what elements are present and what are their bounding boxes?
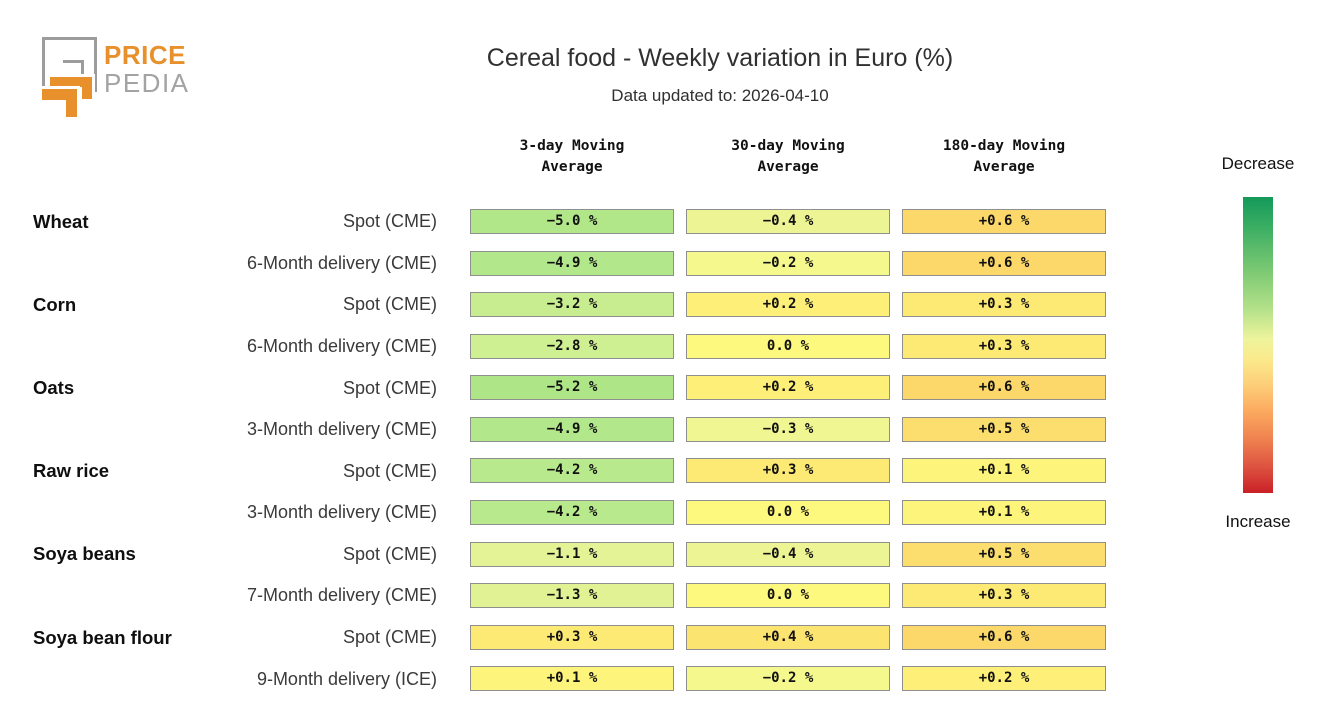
commodity-label: Soya bean flour: [33, 626, 172, 648]
column-header-180day: 180-day Moving Average: [942, 138, 1066, 175]
table-row: 9-Month delivery (ICE) +0.1 % −0.2 % +0.…: [0, 658, 1130, 700]
table-row: Raw rice Spot (CME) −4.2 % +0.3 % +0.1 %: [0, 450, 1130, 492]
heatmap-cell: +0.6 %: [902, 209, 1106, 234]
heatmap-cell: 0.0 %: [686, 583, 890, 609]
page-title: Cereal food - Weekly variation in Euro (…: [486, 44, 954, 72]
heatmap-cell: +0.5 %: [902, 541, 1106, 567]
series-label: Spot (CME): [342, 294, 437, 315]
table-row: 3-Month delivery (CME) −4.9 % −0.3 % +0.…: [0, 409, 1130, 451]
heatmap-cell: −0.2 %: [686, 250, 890, 276]
series-label: 9-Month delivery (ICE): [256, 668, 437, 689]
logo-arrow-icon: [66, 100, 77, 117]
heatmap-cell: −5.0 %: [470, 209, 674, 234]
heatmap-cell: +0.3 %: [902, 333, 1106, 359]
table-row: 6-Month delivery (CME) −2.8 % 0.0 % +0.3…: [0, 326, 1130, 368]
heatmap-cell: −3.2 %: [470, 292, 674, 318]
commodity-label: Raw rice: [33, 460, 110, 482]
heatmap-cell: +0.1 %: [902, 500, 1106, 526]
heatmap-cell: +0.3 %: [902, 583, 1106, 609]
pricepedia-logo: PRICE PEDIA: [0, 0, 300, 130]
heatmap-cell: +0.3 %: [902, 292, 1106, 318]
series-label: 7-Month delivery (CME): [246, 585, 437, 606]
series-label: Spot (CME): [342, 460, 437, 481]
heatmap-cell: −0.4 %: [686, 541, 890, 567]
heatmap-cell: +0.4 %: [686, 624, 890, 650]
commodity-label: Corn: [33, 293, 77, 315]
heatmap-cell: −1.3 %: [470, 583, 674, 609]
heatmap-cell: +0.1 %: [902, 458, 1106, 484]
heatmap-cell: +0.2 %: [902, 666, 1106, 692]
column-header-30day: 30-day Moving Average: [731, 138, 845, 175]
logo-text-pedia: PEDIA: [104, 68, 190, 98]
table-row: 3-Month delivery (CME) −4.2 % 0.0 % +0.1…: [0, 492, 1130, 534]
series-label: Spot (CME): [342, 627, 437, 648]
series-label: 3-Month delivery (CME): [246, 419, 437, 440]
heatmap-cell: +0.2 %: [686, 375, 890, 401]
logo-arrow-icon: [42, 89, 77, 100]
table-row: Wheat Spot (CME) −5.0 % −0.4 % +0.6 %: [0, 201, 1130, 243]
heatmap-cell: 0.0 %: [686, 333, 890, 359]
table-row: Oats Spot (CME) −5.2 % +0.2 % +0.6 %: [0, 367, 1130, 409]
legend-increase-label: Increase: [1225, 512, 1291, 531]
heatmap-cell: −4.2 %: [470, 500, 674, 526]
heatmap-cell: −5.2 %: [470, 375, 674, 401]
column-header-3day: 3-day Moving Average: [519, 138, 625, 175]
series-label: Spot (CME): [342, 377, 437, 398]
series-label: Spot (CME): [342, 211, 437, 232]
heatmap-cell: −4.2 %: [470, 458, 674, 484]
heatmap-cell: −4.9 %: [470, 416, 674, 442]
series-label: 6-Month delivery (CME): [246, 252, 437, 273]
table-row: Corn Spot (CME) −3.2 % +0.2 % +0.3 %: [0, 284, 1130, 326]
heatmap-cell: +0.3 %: [686, 458, 890, 484]
heatmap-cell: +0.2 %: [686, 292, 890, 318]
commodity-label: Soya beans: [33, 543, 136, 565]
series-label: Spot (CME): [342, 543, 437, 564]
heatmap-cell: +0.5 %: [902, 416, 1106, 442]
heatmap-cell: +0.1 %: [470, 666, 674, 692]
series-label: 6-Month delivery (CME): [246, 336, 437, 357]
table-row: 6-Month delivery (CME) −4.9 % −0.2 % +0.…: [0, 243, 1130, 285]
legend-gradient-bar: [1243, 197, 1273, 493]
heatmap-cell: −0.3 %: [686, 416, 890, 442]
table-row: Soya beans Spot (CME) −1.1 % −0.4 % +0.5…: [0, 534, 1130, 576]
heatmap-cell: +0.6 %: [902, 375, 1106, 401]
table-row: Soya bean flour Spot (CME) +0.3 % +0.4 %…: [0, 617, 1130, 659]
heatmap-cell: +0.6 %: [902, 250, 1106, 276]
logo-corner-icon: [63, 60, 84, 84]
commodity-label: Wheat: [33, 210, 89, 232]
table-row: 7-Month delivery (CME) −1.3 % 0.0 % +0.3…: [0, 575, 1130, 617]
heatmap-cell: −0.2 %: [686, 666, 890, 692]
legend-decrease-label: Decrease: [1221, 154, 1295, 173]
heatmap-cell: 0.0 %: [686, 500, 890, 526]
heatmap-cell: +0.6 %: [902, 624, 1106, 650]
series-label: 3-Month delivery (CME): [246, 502, 437, 523]
chart-header: Cereal food - Weekly variation in Euro (…: [400, 44, 1040, 106]
heatmap-cell: +0.3 %: [470, 624, 674, 650]
heatmap-rows: Wheat Spot (CME) −5.0 % −0.4 % +0.6 % 6-…: [0, 201, 1130, 700]
commodity-label: Oats: [33, 377, 75, 399]
heatmap-cell: −2.8 %: [470, 333, 674, 359]
heatmap-cell: −0.4 %: [686, 209, 890, 234]
logo-arrow-icon: [50, 77, 92, 87]
update-date: Data updated to: 2026-04-10: [611, 86, 829, 105]
heatmap-cell: −4.9 %: [470, 250, 674, 276]
logo-text-price: PRICE: [104, 40, 186, 70]
logo-arrow-icon: [82, 87, 92, 99]
heatmap-cell: −1.1 %: [470, 541, 674, 567]
